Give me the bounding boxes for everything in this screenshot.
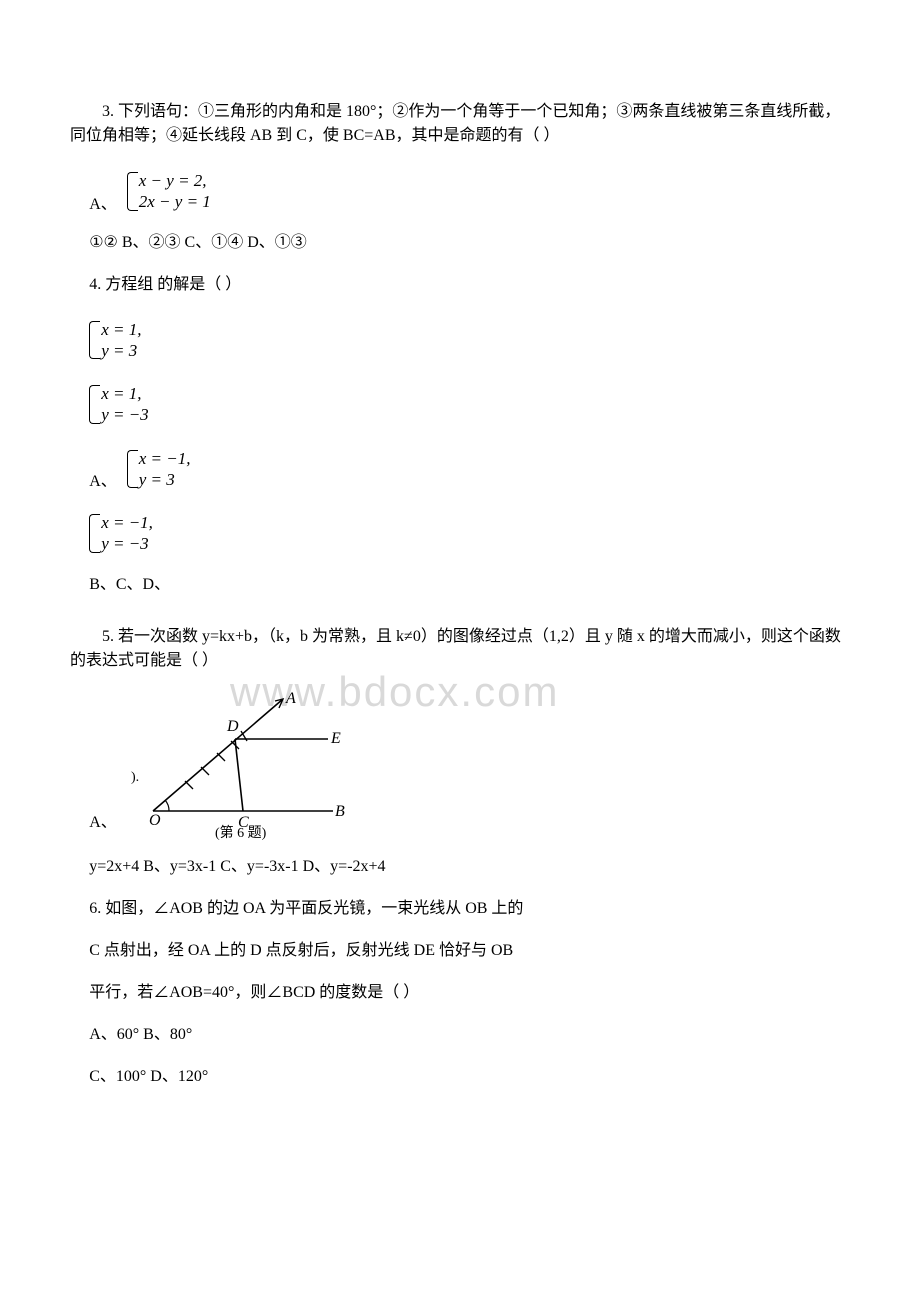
- svg-text:D: D: [226, 718, 239, 735]
- q4-option-3: A、 x = −1, y = 3: [70, 444, 850, 495]
- q5-options: y=2x+4 B、y=3x-1 C、y=-3x-1 D、y=-2x+4: [70, 855, 850, 879]
- q6-options-1: A、60° B、80°: [70, 1023, 850, 1047]
- q4-sys-1: x = 1, y = 3: [89, 319, 141, 362]
- svg-text:).: ).: [131, 770, 139, 785]
- svg-text:B: B: [335, 803, 345, 820]
- document-body: 3. 下列语句：①三角形的内角和是 180°；②作为一个角等于一个已知角；③两条…: [70, 100, 850, 1089]
- q6-line1: 6. 如图，∠AOB 的边 OA 为平面反光镜，一束光线从 OB 上的: [70, 897, 850, 921]
- q3-stem: 3. 下列语句：①三角形的内角和是 180°；②作为一个角等于一个已知角；③两条…: [70, 100, 850, 148]
- q4-sys-3: x = −1, y = 3: [127, 448, 191, 491]
- q4-sys-2: x = 1, y = −3: [89, 383, 149, 426]
- svg-text:E: E: [330, 730, 341, 747]
- q4-tail: B、C、D、: [70, 573, 850, 597]
- eq-line-1: x − y = 2,: [139, 170, 211, 191]
- q4-label-a: A、: [89, 470, 117, 494]
- q6-line3: 平行，若∠AOB=40°，则∠BCD 的度数是（ ）: [70, 981, 850, 1005]
- q3-choices: ①② B、②③ C、①④ D、①③: [70, 231, 850, 255]
- q4-stem: 4. 方程组 的解是（ ）: [70, 273, 850, 297]
- q4-option-1: x = 1, y = 3: [70, 315, 850, 366]
- svg-text:A: A: [285, 691, 296, 707]
- q4-option-4: x = −1, y = −3: [70, 508, 850, 559]
- svg-text:O: O: [149, 812, 161, 829]
- q6-line2: C 点射出，经 OA 上的 D 点反射后，反射光线 DE 恰好与 OB: [70, 939, 850, 963]
- q3-option-a: A、 x − y = 2, 2x − y = 1: [70, 166, 850, 217]
- q6-figure: O A B C D E ). (第 6 题): [123, 691, 353, 841]
- q6-options-2: C、100° D、120°: [70, 1065, 850, 1089]
- q6-diagram-block: A、 O: [70, 691, 850, 841]
- q5-stem: 5. 若一次函数 y=kx+b，（k，b 为常熟，且 k≠0）的图像经过点（1,…: [70, 625, 850, 673]
- q4-option-2: x = 1, y = −3: [70, 379, 850, 430]
- eq-line-2: 2x − y = 1: [139, 191, 211, 212]
- q5-label-a: A、: [89, 811, 117, 835]
- q4-sys-4: x = −1, y = −3: [89, 512, 153, 555]
- q3-equation-system: x − y = 2, 2x − y = 1: [127, 170, 211, 213]
- q3-label-a: A、: [89, 193, 117, 217]
- svg-text:(第 6 题): (第 6 题): [215, 824, 267, 841]
